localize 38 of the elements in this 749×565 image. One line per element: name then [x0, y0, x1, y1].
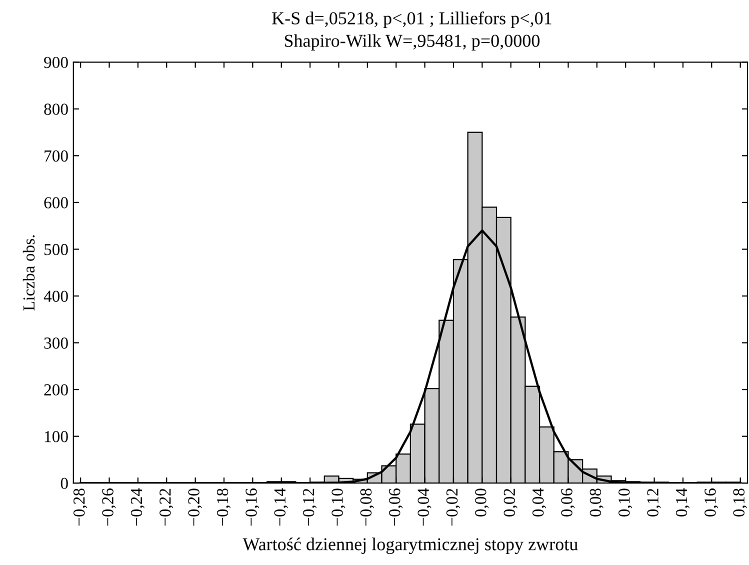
x-tick-label: −0,06 — [389, 488, 403, 526]
x-tick-label: −0,26 — [102, 488, 116, 526]
y-axis-title: Liczba obs. — [22, 235, 35, 311]
x-tick-label: −0,02 — [446, 488, 460, 526]
y-tick-label: 700 — [44, 150, 68, 162]
x-tick-label: −0,08 — [360, 488, 374, 526]
x-axis-title: Wartość dziennej logarytmicznej stopy zwrotu — [242, 538, 578, 554]
x-tick-label: 0,06 — [561, 488, 575, 516]
y-tick-label: 900 — [44, 56, 68, 68]
x-tick-label: 0,12 — [647, 488, 661, 516]
y-tick-label: 800 — [44, 104, 68, 115]
x-tick-label: −0,28 — [74, 488, 88, 526]
x-tick-label: −0,14 — [274, 488, 288, 526]
y-tick-label: 500 — [44, 244, 68, 256]
chart-title: K-S d=,05218, p<,01 ; Lilliefors p<,01 — [272, 11, 552, 28]
x-tick-label: −0,10 — [332, 488, 346, 526]
x-tick-label: 0,16 — [704, 488, 718, 516]
x-tick-label: −0,04 — [418, 488, 432, 526]
x-tick-label: −0,20 — [188, 488, 202, 526]
x-tick-label: 0,18 — [733, 488, 747, 516]
x-tick-label: −0,22 — [160, 488, 174, 526]
y-tick-label: 100 — [45, 431, 68, 442]
x-tick-label: 0,10 — [618, 488, 632, 516]
x-tick-label: −0,24 — [130, 488, 145, 526]
x-tick-label: 0,02 — [504, 488, 518, 516]
y-tick-label: 300 — [44, 337, 68, 349]
x-tick-label: −0,12 — [302, 488, 317, 526]
x-tick-label: −0,18 — [216, 488, 231, 526]
y-tick-label: 200 — [44, 384, 68, 396]
x-tick-label: 0,14 — [676, 488, 690, 516]
x-tick-label: −0,16 — [246, 488, 260, 526]
x-tick-label: 0,08 — [590, 488, 604, 516]
chart-subtitle: Shapiro-Wilk W=,95481, p=0,0000 — [284, 34, 540, 51]
x-tick-label: 0,00 — [475, 488, 489, 516]
x-tick-label: 0,04 — [532, 488, 546, 516]
y-tick-label: 0 — [60, 478, 68, 490]
y-tick-label: 600 — [44, 197, 68, 208]
y-tick-label: 400 — [44, 290, 68, 302]
